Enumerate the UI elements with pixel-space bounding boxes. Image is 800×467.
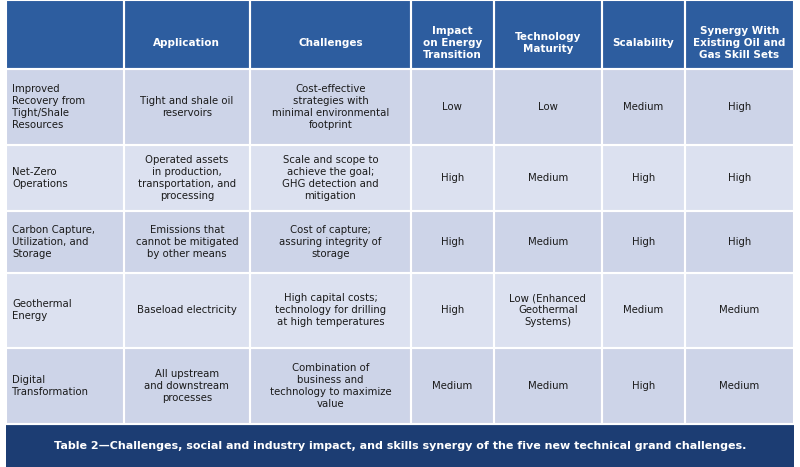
Bar: [250, 145, 411, 211]
Text: Cost of capture;
assuring integrity of
storage: Cost of capture; assuring integrity of s…: [279, 225, 382, 259]
Text: Carbon Capture,
Utilization, and
Storage: Carbon Capture, Utilization, and Storage: [12, 225, 95, 259]
Text: Low: Low: [538, 102, 558, 112]
Bar: [685, 273, 794, 348]
Text: Medium: Medium: [623, 305, 664, 316]
Bar: [250, 69, 411, 145]
Bar: [411, 348, 494, 424]
Bar: [602, 273, 685, 348]
Bar: [494, 211, 602, 273]
Bar: [411, 0, 494, 69]
Bar: [602, 69, 685, 145]
Bar: [6, 211, 124, 273]
Bar: [494, 69, 602, 145]
Bar: [494, 273, 602, 348]
Bar: [124, 273, 250, 348]
Text: Operated assets
in production,
transportation, and
processing: Operated assets in production, transport…: [138, 155, 236, 201]
Text: Impact
on Energy
Transition: Impact on Energy Transition: [422, 27, 482, 60]
Text: Medium: Medium: [432, 381, 472, 391]
Bar: [685, 145, 794, 211]
Text: High: High: [441, 173, 464, 183]
Bar: [124, 0, 250, 69]
Text: Low (Enhanced
Geothermal
Systems): Low (Enhanced Geothermal Systems): [510, 293, 586, 327]
Text: Medium: Medium: [528, 381, 568, 391]
Text: High: High: [441, 305, 464, 316]
Text: High: High: [728, 173, 751, 183]
Bar: [250, 273, 411, 348]
Bar: [602, 211, 685, 273]
Bar: [411, 145, 494, 211]
Text: Low: Low: [442, 102, 462, 112]
Text: Combination of
business and
technology to maximize
value: Combination of business and technology t…: [270, 363, 391, 409]
Bar: [6, 0, 124, 69]
Text: All upstream
and downstream
processes: All upstream and downstream processes: [145, 369, 230, 403]
Text: Medium: Medium: [719, 305, 759, 316]
Bar: [411, 273, 494, 348]
Text: High: High: [632, 237, 655, 247]
Text: Medium: Medium: [719, 381, 759, 391]
Bar: [124, 348, 250, 424]
Bar: [250, 211, 411, 273]
Text: High: High: [728, 102, 751, 112]
Bar: [602, 348, 685, 424]
Bar: [124, 145, 250, 211]
Bar: [6, 424, 794, 467]
Text: Technology
Maturity: Technology Maturity: [514, 32, 581, 55]
Bar: [250, 348, 411, 424]
Text: High capital costs;
technology for drilling
at high temperatures: High capital costs; technology for drill…: [275, 293, 386, 327]
Text: High: High: [728, 237, 751, 247]
Text: Geothermal
Energy: Geothermal Energy: [12, 299, 72, 321]
Text: Medium: Medium: [528, 237, 568, 247]
Bar: [685, 69, 794, 145]
Text: Net-Zero
Operations: Net-Zero Operations: [12, 167, 68, 189]
Text: Tight and shale oil
reservoirs: Tight and shale oil reservoirs: [140, 96, 234, 118]
Bar: [494, 348, 602, 424]
Bar: [411, 211, 494, 273]
Bar: [494, 145, 602, 211]
Text: Medium: Medium: [623, 102, 664, 112]
Bar: [685, 0, 794, 69]
Bar: [124, 69, 250, 145]
Bar: [685, 211, 794, 273]
Text: High: High: [441, 237, 464, 247]
Bar: [250, 0, 411, 69]
Bar: [411, 69, 494, 145]
Text: Digital
Transformation: Digital Transformation: [12, 375, 88, 397]
Text: Baseload electricity: Baseload electricity: [137, 305, 237, 316]
Bar: [602, 145, 685, 211]
Bar: [494, 0, 602, 69]
Text: Emissions that
cannot be mitigated
by other means: Emissions that cannot be mitigated by ot…: [135, 225, 238, 259]
Text: Scalability: Scalability: [613, 38, 674, 49]
Text: Medium: Medium: [528, 173, 568, 183]
Bar: [6, 273, 124, 348]
Text: Cost-effective
strategies with
minimal environmental
footprint: Cost-effective strategies with minimal e…: [272, 84, 389, 130]
Bar: [6, 145, 124, 211]
Text: High: High: [632, 381, 655, 391]
Text: Challenges: Challenges: [298, 38, 362, 49]
Bar: [124, 211, 250, 273]
Text: Synergy With
Existing Oil and
Gas Skill Sets: Synergy With Existing Oil and Gas Skill …: [693, 27, 786, 60]
Text: Improved
Recovery from
Tight/Shale
Resources: Improved Recovery from Tight/Shale Resou…: [12, 84, 85, 130]
Bar: [685, 348, 794, 424]
Text: Application: Application: [154, 38, 220, 49]
Text: High: High: [632, 173, 655, 183]
Text: Scale and scope to
achieve the goal;
GHG detection and
mitigation: Scale and scope to achieve the goal; GHG…: [282, 155, 378, 201]
Bar: [602, 0, 685, 69]
Text: Table 2—Challenges, social and industry impact, and skills synergy of the five n: Table 2—Challenges, social and industry …: [54, 440, 746, 451]
Bar: [6, 69, 124, 145]
Bar: [6, 348, 124, 424]
